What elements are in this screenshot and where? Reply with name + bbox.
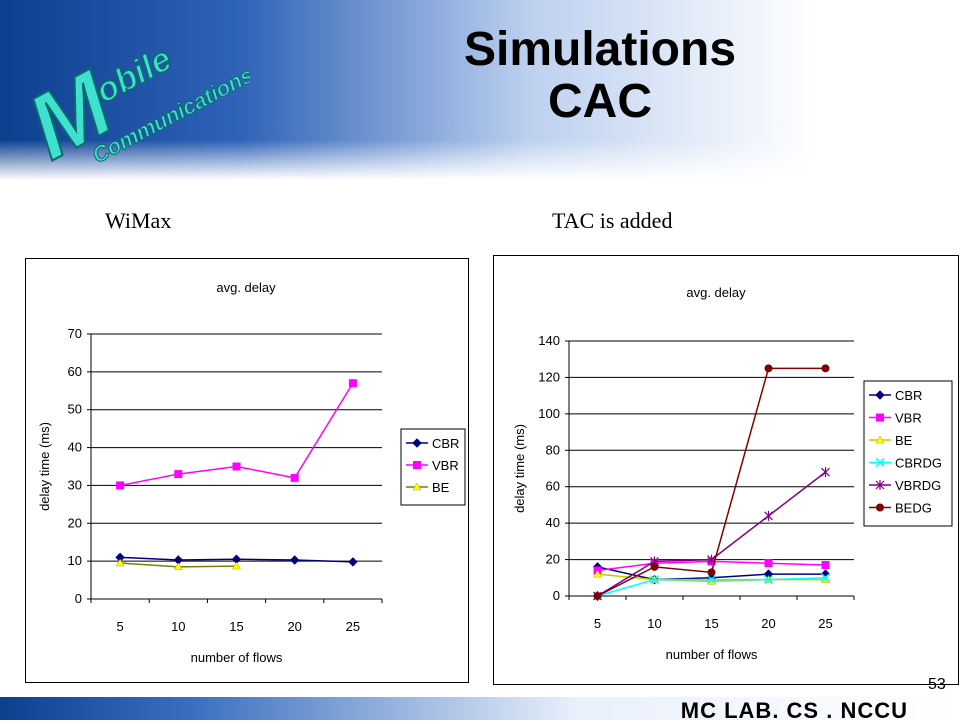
tac-ytick-label-20: 20 <box>546 552 560 567</box>
tac-point-vbrdg-25 <box>821 467 830 478</box>
mobile-communications-logo: M obile Communications <box>11 39 250 173</box>
wimax-ytick-label-10: 10 <box>68 553 82 568</box>
wimax-ytick-label-30: 30 <box>68 477 82 492</box>
wimax-xtick-label-25: 25 <box>346 619 360 634</box>
wimax-legend-marker-vbr <box>413 461 421 469</box>
wimax-ytick-label-70: 70 <box>68 326 82 341</box>
tac-legend-label-vbrdg: VBRDG <box>895 478 941 493</box>
tac-legend-marker-cbrdg <box>875 457 885 468</box>
tac-point-cbrdg-10 <box>649 575 660 585</box>
tac-legend: CBR VBR BE CBRDG VBRDG BEDG <box>863 380 953 527</box>
wimax-legend-label-be: BE <box>432 480 450 495</box>
tac-legend-marker-bedg <box>876 503 884 512</box>
tac-ytick-label-40: 40 <box>546 515 560 530</box>
wimax-ytick-label-40: 40 <box>68 440 82 455</box>
wimax-ytick-label-60: 60 <box>68 364 82 379</box>
wimax-series-vbr <box>116 379 357 490</box>
tac-point-vbr-25 <box>821 561 830 570</box>
tac-point-bedg-10 <box>650 562 659 571</box>
tac-legend-label-bedg: BEDG <box>895 501 932 516</box>
tac-legend-marker-vbrdg <box>875 480 885 490</box>
footer-lab-name: MC LAB. CS . NCCU <box>680 698 908 723</box>
slide-title: Simulations CAC <box>380 24 820 128</box>
tac-xtick-label-20: 20 <box>761 616 775 631</box>
tac-point-cbrdg-15 <box>706 575 717 585</box>
wimax-legend-box <box>400 428 466 506</box>
wimax-legend-marker-cbr <box>412 438 422 448</box>
wimax-xtick-label-5: 5 <box>116 619 123 634</box>
tac-legend-label-cbrdg: CBRDG <box>895 456 942 471</box>
tac-xtick-label-10: 10 <box>647 616 661 631</box>
wimax-ylabel: delay time (ms) <box>37 422 52 511</box>
tac-ytick-label-100: 100 <box>538 406 560 421</box>
tac-legend-label-cbr: CBR <box>895 388 922 403</box>
tac-xtick-label-25: 25 <box>818 616 832 631</box>
tac-point-cbrdg-25 <box>820 573 831 583</box>
tac-point-bedg-5 <box>593 592 602 600</box>
wimax-point-be-5 <box>115 558 125 567</box>
tac-point-bedg-25 <box>821 364 830 373</box>
wimax-title: avg. delay <box>216 280 276 295</box>
tac-legend-marker-cbr <box>875 390 885 400</box>
tac-point-vbrdg-20 <box>764 510 773 521</box>
tac-series-bedg <box>593 364 830 600</box>
tac-ytick-label-60: 60 <box>546 479 560 494</box>
tac-delay-chart-svg: avg. delay 0 20 40 60 80 100 120 140 5 10 15 20 25 num… <box>512 285 953 662</box>
tac-title: avg. delay <box>686 285 746 300</box>
subtitle-tac-added: TAC is added <box>552 208 673 233</box>
tac-legend-marker-be <box>875 435 885 444</box>
wimax-ytick-label-0: 0 <box>75 591 82 606</box>
wimax-point-cbr-25 <box>348 557 358 567</box>
wimax-point-vbr-5 <box>116 481 125 490</box>
wimax-point-vbr-20 <box>290 473 299 482</box>
tac-legend-box <box>863 380 953 527</box>
tac-ytick-label-140: 140 <box>538 333 560 348</box>
page-number: 53 <box>928 676 946 693</box>
wimax-point-cbr-20 <box>289 555 300 565</box>
subtitle-wimax: WiMax <box>105 208 172 233</box>
logo-word-obile: obile <box>90 40 178 111</box>
wimax-legend-label-vbr: VBR <box>432 458 459 473</box>
wimax-legend-marker-be <box>412 482 422 491</box>
tac-legend-label-vbr: VBR <box>895 411 922 426</box>
tac-point-bedg-20 <box>764 364 773 373</box>
tac-xtick-label-5: 5 <box>594 616 601 631</box>
header-banner-fade <box>0 140 960 180</box>
wimax-point-be-10 <box>173 562 183 571</box>
wimax-ytick-label-20: 20 <box>68 515 82 530</box>
tac-point-bedg-15 <box>707 568 716 577</box>
wimax-xtick-label-15: 15 <box>229 619 243 634</box>
footer-bar <box>0 697 960 720</box>
tac-point-vbr-20 <box>764 559 773 568</box>
wimax-point-vbr-15 <box>232 462 241 471</box>
tac-delay-chart: avg. delay 0 20 40 60 80 100 120 140 5 10 15 20 25 num… <box>493 255 959 685</box>
tac-ytick-label-80: 80 <box>546 442 560 457</box>
wimax-legend: CBR VBR BE <box>400 428 466 506</box>
tac-xlabel: number of flows <box>666 647 758 662</box>
title-line-2: CAC <box>548 75 652 128</box>
wimax-delay-chart-svg: avg. delay 0 10 20 30 40 50 60 70 5 10 15 20 25 number… <box>37 280 466 665</box>
wimax-point-be-15 <box>232 561 241 570</box>
wimax-xlabel: number of flows <box>191 650 283 665</box>
wimax-xtick-label-20: 20 <box>287 619 301 634</box>
wimax-delay-chart: avg. delay 0 10 20 30 40 50 60 70 5 10 15 20 25 number… <box>25 258 469 683</box>
wimax-xtick-label-10: 10 <box>171 619 185 634</box>
tac-legend-marker-vbr <box>876 413 884 422</box>
wimax-legend-label-cbr: CBR <box>432 436 459 451</box>
wimax-series-be <box>115 558 241 571</box>
tac-xtick-label-15: 15 <box>704 616 718 631</box>
tac-point-be-5 <box>593 569 602 578</box>
tac-ytick-label-120: 120 <box>538 369 560 384</box>
tac-ytick-label-0: 0 <box>553 588 560 603</box>
wimax-ytick-label-50: 50 <box>68 402 82 417</box>
tac-point-cbrdg-20 <box>763 575 774 585</box>
wimax-point-vbr-10 <box>174 470 183 479</box>
wimax-point-vbr-25 <box>348 379 357 388</box>
tac-legend-label-be: BE <box>895 433 913 448</box>
tac-ylabel: delay time (ms) <box>512 424 527 513</box>
title-line-1: Simulations <box>463 23 737 76</box>
